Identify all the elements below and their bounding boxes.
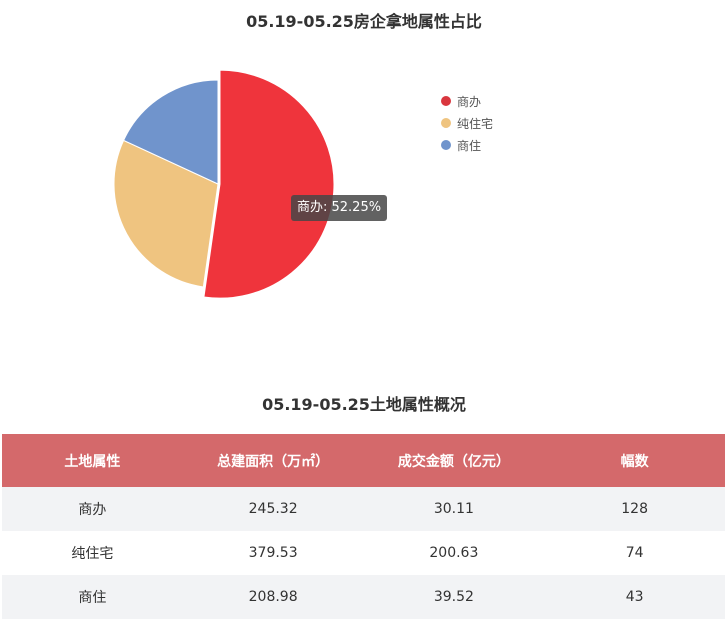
cell-transaction-amount: 39.52 [433,589,474,605]
pie-tooltip: 商办: 52.25% [291,195,388,221]
legend-label: 商住 [457,138,482,153]
table-row: 纯住宅 379.53 200.63 74 [2,531,725,575]
pie-slice-commercial-office[interactable] [203,69,335,299]
table-header-row: 土地属性 总建面积（万㎡） 成交金额（亿元） 幅数 [2,434,725,487]
pie-legend: 商办 纯住宅 商住 [441,90,493,156]
cell-total-floor-area: 379.53 [248,545,298,561]
cell-land-attribute: 纯住宅 [71,546,114,562]
cell-transaction-amount: 30.11 [433,501,474,517]
pie-slice-pure-residential[interactable] [113,139,219,288]
legend-label: 商办 [457,94,482,109]
table-row: 商办 245.32 30.11 128 [2,487,725,531]
table-row: 商住 208.98 39.52 43 [2,575,725,619]
table-title: 05.19-05.25土地属性概况 [262,395,466,414]
pie-chart-title: 05.19-05.25房企拿地属性占比 [246,12,482,31]
cell-transaction-amount: 200.63 [429,545,479,561]
legend-label: 纯住宅 [457,116,494,131]
legend-item-commercial-office[interactable]: 商办 [441,90,493,112]
legend-item-commercial-residential[interactable]: 商住 [441,134,493,156]
header-parcel-count: 幅数 [620,453,649,470]
header-transaction-amount: 成交金额（亿元） [397,453,510,470]
legend-swatch [441,118,451,128]
header-land-attribute: 土地属性 [64,453,121,470]
cell-total-floor-area: 208.98 [248,589,298,605]
cell-land-attribute: 商住 [78,590,107,606]
legend-swatch [441,140,451,150]
legend-swatch [441,96,451,106]
cell-total-floor-area: 245.32 [248,501,298,517]
legend-item-pure-residential[interactable]: 纯住宅 [441,112,493,134]
cell-land-attribute: 商办 [78,502,107,518]
cell-parcel-count: 43 [625,589,644,605]
header-total-floor-area: 总建面积（万㎡） [217,453,330,470]
cell-parcel-count: 74 [625,545,644,561]
cell-parcel-count: 128 [621,501,648,517]
pie-chart [113,69,335,299]
land-attribute-table: 土地属性 总建面积（万㎡） 成交金额（亿元） 幅数 商办 245.32 30.1… [2,434,725,619]
pie-slice-commercial-residential[interactable] [122,79,219,185]
